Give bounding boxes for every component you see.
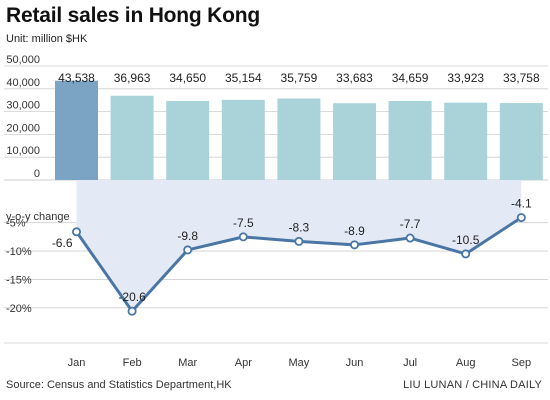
bar bbox=[221, 99, 265, 180]
x-tick-label: Mar bbox=[178, 357, 197, 369]
bar-series bbox=[55, 80, 543, 180]
bar bbox=[444, 102, 488, 180]
yoy-y-tick-label: -20% bbox=[6, 303, 32, 315]
yoy-point bbox=[238, 232, 248, 242]
yoy-data-label: -7.5 bbox=[233, 216, 254, 230]
yoy-point bbox=[516, 213, 526, 223]
bar bbox=[110, 95, 154, 180]
bar-value-label: 33,758 bbox=[503, 71, 540, 85]
yoy-data-label: -9.8 bbox=[177, 229, 198, 243]
bar bbox=[166, 100, 210, 180]
yoy-title: y-o-y change bbox=[6, 211, 70, 223]
x-tick-label: Feb bbox=[123, 357, 142, 369]
yoy-data-label: -4.1 bbox=[511, 197, 532, 211]
yoy-point bbox=[127, 306, 137, 316]
bar-value-label: 33,683 bbox=[336, 71, 373, 85]
yoy-point bbox=[461, 249, 471, 259]
yoy-data-label: -10.5 bbox=[452, 233, 480, 247]
bar-y-tick-label: 30,000 bbox=[6, 100, 40, 112]
source-note: Source: Census and Statistics Department… bbox=[6, 379, 232, 391]
bar bbox=[277, 98, 321, 180]
bar-y-tick-label: 40,000 bbox=[6, 77, 40, 89]
x-tick-label: Jul bbox=[403, 357, 417, 369]
yoy-y-tick-label: -5% bbox=[6, 218, 26, 230]
bar-y-tick-label: 0 bbox=[34, 168, 40, 180]
bar-value-label: 34,659 bbox=[392, 71, 429, 85]
x-tick-label: May bbox=[289, 357, 310, 369]
chart-labels: 50,000 40,000 30,000 20,000 10,000 0 -5% -10% -1… bbox=[6, 54, 540, 369]
bar-value-label: 43,538 bbox=[58, 71, 95, 85]
bar bbox=[388, 100, 432, 180]
bar-value-label: 34,650 bbox=[169, 71, 206, 85]
x-tick-label: Aug bbox=[456, 357, 476, 369]
chart-title: Retail sales in Hong Kong bbox=[6, 4, 261, 27]
bar-y-tick-label: 20,000 bbox=[6, 122, 40, 134]
yoy-point bbox=[405, 233, 415, 243]
x-tick-label: Jun bbox=[346, 357, 364, 369]
yoy-data-label: -20.6 bbox=[118, 290, 146, 304]
bar bbox=[333, 103, 376, 180]
yoy-data-label: -8.3 bbox=[289, 220, 310, 234]
chart-unit: Unit: million $HK bbox=[6, 33, 88, 45]
credit-note: LIU LUNAN / CHINA DAILY bbox=[403, 379, 542, 391]
yoy-data-label: -6.6 bbox=[52, 236, 73, 250]
bar-value-label: 35,154 bbox=[225, 71, 262, 85]
yoy-y-tick-label: -10% bbox=[6, 246, 32, 258]
x-tick-label: Sep bbox=[512, 357, 532, 369]
yoy-y-tick-label: -15% bbox=[6, 274, 32, 286]
bar bbox=[499, 103, 543, 180]
yoy-point bbox=[349, 240, 359, 250]
bar-value-label: 33,923 bbox=[447, 71, 484, 85]
x-tick-label: Jan bbox=[68, 357, 86, 369]
yoy-point bbox=[183, 245, 193, 255]
yoy-point bbox=[294, 236, 304, 246]
bar-value-label: 35,759 bbox=[281, 71, 318, 85]
yoy-data-label: -8.9 bbox=[344, 224, 365, 238]
bar-y-tick-label: 10,000 bbox=[6, 145, 40, 157]
bar-y-tick-label: 50,000 bbox=[6, 54, 40, 66]
yoy-area-fill bbox=[76, 180, 522, 312]
yoy-area bbox=[76, 180, 522, 312]
x-tick-label: Apr bbox=[235, 357, 252, 369]
bar bbox=[55, 80, 98, 180]
yoy-point bbox=[72, 227, 82, 237]
yoy-data-label: -7.7 bbox=[400, 217, 421, 231]
bar-value-label: 36,963 bbox=[114, 71, 151, 85]
yoy-line-series bbox=[72, 213, 526, 316]
